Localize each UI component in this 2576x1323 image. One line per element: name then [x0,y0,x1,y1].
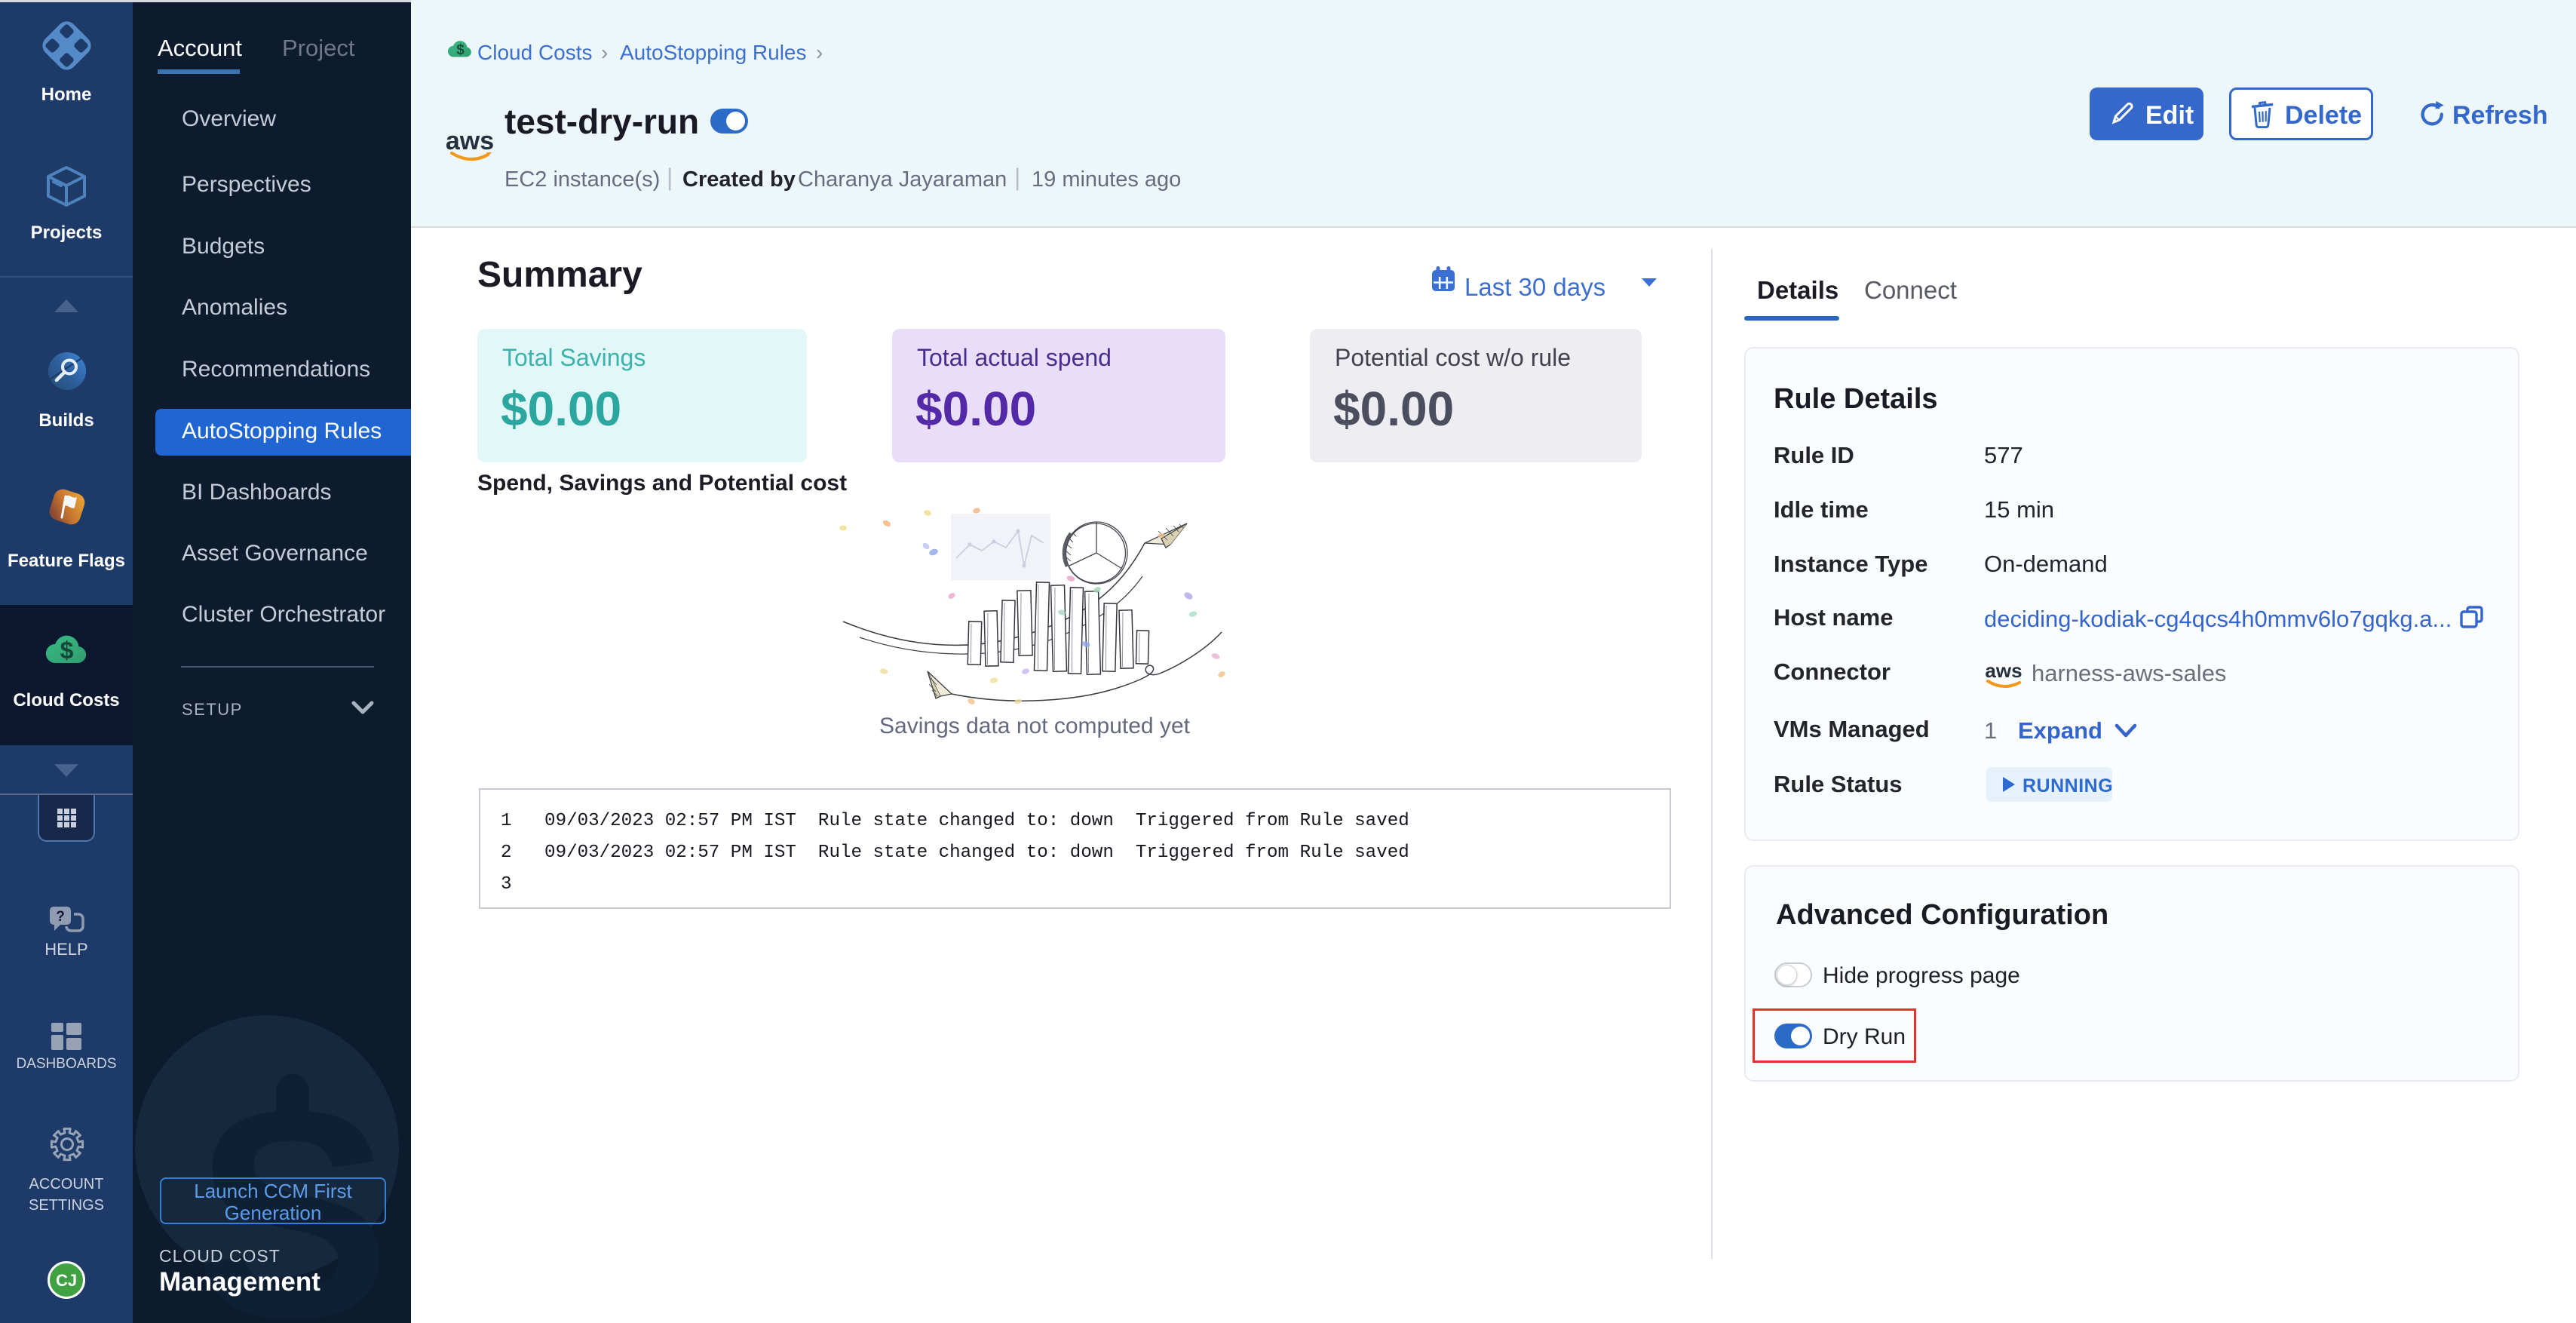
svg-text:aws: aws [446,127,493,155]
svg-text:$: $ [60,637,74,664]
svg-text:aws: aws [1985,659,2022,682]
svg-text:?: ? [56,909,65,925]
svg-text:$: $ [456,42,465,58]
svg-text:S: S [195,1050,391,1323]
